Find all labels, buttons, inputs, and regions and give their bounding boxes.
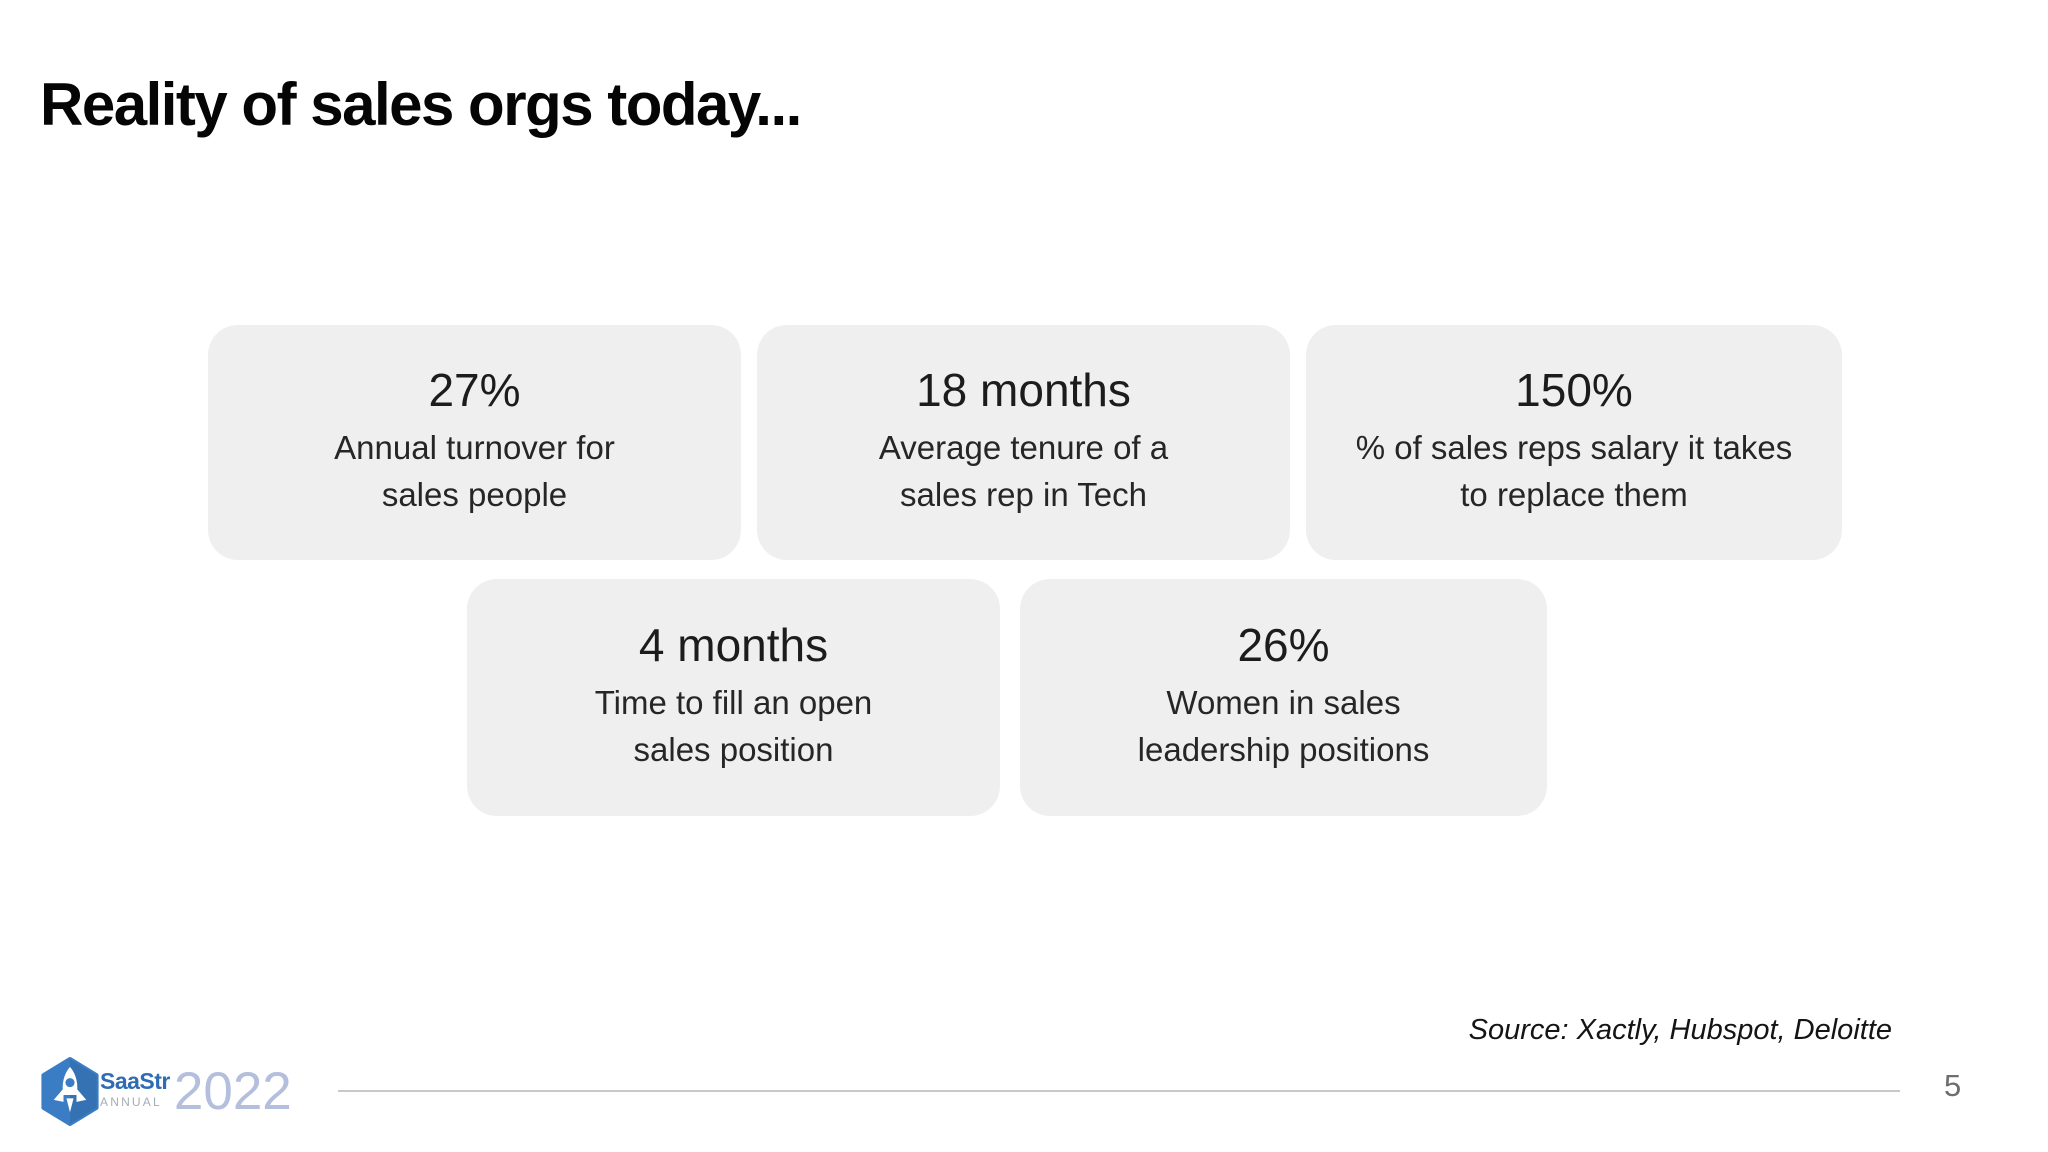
stat-value: 26%: [1237, 619, 1330, 672]
logo-brand-text: SaaStr: [100, 1068, 170, 1094]
rocket-hexagon-icon: [38, 1056, 102, 1132]
stat-card-time-to-fill: 4 months Time to fill an open sales posi…: [467, 579, 1000, 816]
stat-value: 18 months: [916, 364, 1131, 417]
stat-card-replacement-cost: 150% % of sales reps salary it takes to …: [1306, 325, 1842, 560]
stat-label: Time to fill an open sales position: [594, 684, 873, 768]
stat-value: 4 months: [638, 619, 829, 672]
stat-card-average-tenure: 18 months Average tenure of a sales rep …: [757, 325, 1290, 560]
stat-card-women-leadership: 26% Women in sales leadership positions: [1020, 579, 1547, 816]
logo-wordmark: SaaStr ANNUAL: [100, 1068, 170, 1109]
stat-value: 150%: [1515, 364, 1633, 417]
logo-year-text: 2022: [173, 1062, 292, 1121]
stat-label: % of sales reps salary it takes to repla…: [1355, 429, 1793, 513]
slide-title: Reality of sales orgs today...: [40, 71, 802, 139]
stat-label: Average tenure of a sales rep in Tech: [878, 429, 1169, 513]
stat-value: 27%: [428, 364, 521, 417]
footer-divider: [338, 1090, 1900, 1092]
stat-label: Annual turnover for sales people: [334, 429, 615, 513]
stat-card-annual-turnover: 27% Annual turnover for sales people: [208, 325, 741, 560]
logo-annual-text: ANNUAL: [100, 1095, 162, 1109]
saastr-logo: SaaStr ANNUAL 2022: [38, 1056, 292, 1132]
page-number: 5: [1944, 1068, 1962, 1103]
stat-label: Women in sales leadership positions: [1137, 684, 1430, 768]
source-note: Source: Xactly, Hubspot, Deloitte: [1468, 1014, 1892, 1046]
